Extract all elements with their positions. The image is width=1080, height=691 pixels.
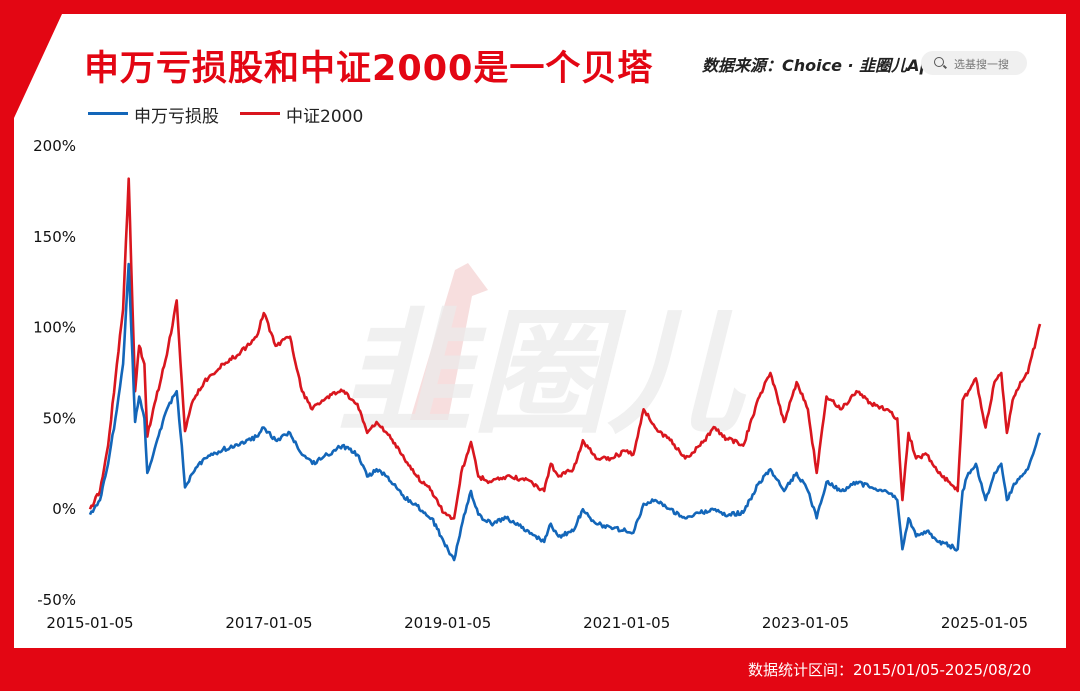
series-line-a xyxy=(88,262,1042,562)
y-tick-label: 100% xyxy=(33,319,76,337)
x-axis: 2015-01-05 2017-01-05 2019-01-05 2021-01-05… xyxy=(46,614,1028,632)
x-tick-label: 2023-01-05 xyxy=(762,614,849,632)
y-tick-label: 200% xyxy=(33,137,76,155)
watermark: 韭圈儿 xyxy=(338,263,747,452)
watermark-arrow-icon xyxy=(410,263,488,420)
y-tick-label: 50% xyxy=(43,409,76,427)
x-tick-label: 2019-01-05 xyxy=(404,614,491,632)
series-lines xyxy=(88,177,1042,562)
search-box[interactable]: 选基搜一搜 xyxy=(921,51,1027,75)
legend-label-series-b: 中证2000 xyxy=(286,107,364,127)
series-line-b xyxy=(88,177,1042,520)
chart-card xyxy=(14,14,1066,648)
watermark-text: 韭圈儿 xyxy=(338,295,747,452)
y-tick-label: -50% xyxy=(37,591,76,609)
x-tick-label: 2015-01-05 xyxy=(46,614,133,632)
y-axis: 200% 150% 100% 50% 0% -50% xyxy=(33,137,76,609)
search-icon xyxy=(934,57,944,67)
legend-label-series-a: 申万亏损股 xyxy=(134,107,219,127)
data-source: 数据来源：Choice · 韭圈儿App xyxy=(702,56,943,75)
x-tick-label: 2025-01-05 xyxy=(941,614,1028,632)
y-tick-label: 0% xyxy=(52,500,76,518)
x-tick-label: 2017-01-05 xyxy=(225,614,312,632)
page-title: 申万亏损股和中证2000是一个贝塔 xyxy=(84,49,654,89)
search-placeholder: 选基搜一搜 xyxy=(954,58,1009,71)
corner-flag xyxy=(14,14,62,118)
legend-swatch-series-b xyxy=(240,112,280,115)
footer-date-range: 数据统计区间：2015/01/05-2025/08/20 xyxy=(748,661,1032,679)
x-tick-label: 2021-01-05 xyxy=(583,614,670,632)
y-tick-label: 150% xyxy=(33,228,76,246)
legend-swatch-series-a xyxy=(88,112,128,115)
